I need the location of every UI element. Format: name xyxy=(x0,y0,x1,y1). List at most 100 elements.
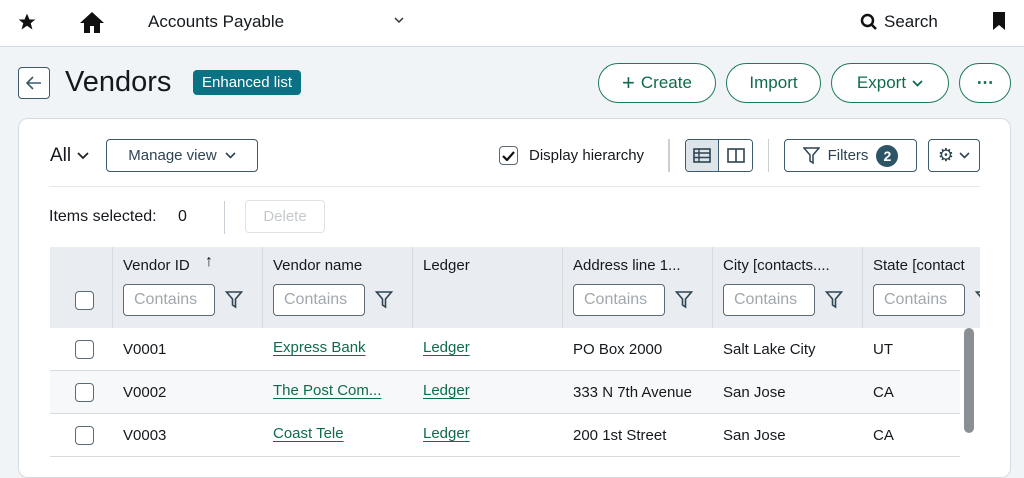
search-label: Search xyxy=(884,12,938,31)
page-title: Vendors xyxy=(65,66,172,98)
vendor-name-filter-input[interactable]: Contains xyxy=(273,284,365,316)
column-vendor-id[interactable]: Vendor ID ↑ Contains xyxy=(113,247,263,328)
vertical-scrollbar[interactable] xyxy=(964,328,974,433)
row-checkbox[interactable] xyxy=(75,426,94,445)
import-button[interactable]: Import xyxy=(726,63,821,103)
back-button[interactable] xyxy=(18,67,50,99)
ledger-link[interactable]: Ledger xyxy=(423,382,470,399)
more-icon: ⋯ xyxy=(976,73,994,92)
city: San Jose xyxy=(723,427,786,444)
column-label: City [contacts.... xyxy=(723,257,830,274)
state: UT xyxy=(873,341,893,358)
column-label: Vendor name xyxy=(273,257,363,274)
import-label: Import xyxy=(749,73,798,92)
column-address[interactable]: Address line 1... Contains xyxy=(563,247,713,328)
vendor-name-link[interactable]: Express Bank xyxy=(273,339,366,356)
ledger-link[interactable]: Ledger xyxy=(423,339,470,356)
filter-icon xyxy=(802,146,820,164)
display-hierarchy-checkbox[interactable] xyxy=(499,146,518,165)
vendor-id: V0003 xyxy=(123,427,167,444)
vendor-name-link[interactable]: Coast Tele xyxy=(273,425,344,442)
app-title[interactable]: Accounts Payable xyxy=(148,12,285,31)
table-row[interactable]: V0003 Coast Tele Ledger 200 1st Street S… xyxy=(50,414,960,457)
plus-icon: + xyxy=(622,70,635,95)
city: San Jose xyxy=(723,384,786,401)
create-button[interactable]: + Create xyxy=(598,63,716,103)
filters-label: Filters xyxy=(827,147,869,164)
favorite-star-icon[interactable] xyxy=(17,12,37,32)
delete-button[interactable]: Delete xyxy=(245,200,325,233)
state: CA xyxy=(873,427,894,444)
table-icon xyxy=(693,148,711,163)
display-hierarchy-label: Display hierarchy xyxy=(529,147,645,164)
grid-view-button[interactable] xyxy=(686,140,719,171)
chevron-down-icon xyxy=(959,152,970,159)
enhanced-list-badge: Enhanced list xyxy=(193,70,302,95)
table-row[interactable]: V0002 The Post Com... Ledger 333 N 7th A… xyxy=(50,371,960,414)
state-filter-input[interactable]: Contains xyxy=(873,284,965,316)
view-label: All xyxy=(50,145,72,166)
chevron-down-icon xyxy=(225,152,236,159)
filter-icon[interactable] xyxy=(675,291,693,309)
manage-view-button[interactable]: Manage view xyxy=(106,139,258,172)
more-options-button[interactable]: ⋯ xyxy=(959,63,1011,103)
checkmark-icon xyxy=(502,150,515,161)
address-filter-input[interactable]: Contains xyxy=(573,284,665,316)
top-bar: Accounts Payable Search xyxy=(0,0,1024,47)
city: Salt Lake City xyxy=(723,341,816,358)
divider xyxy=(668,139,670,172)
column-vendor-name[interactable]: Vendor name Contains xyxy=(263,247,413,328)
chevron-down-icon xyxy=(912,79,923,87)
column-label: Ledger xyxy=(423,257,470,274)
filters-count-badge: 2 xyxy=(876,144,899,167)
bookmark-icon[interactable] xyxy=(992,12,1006,30)
column-label: Vendor ID xyxy=(123,257,190,274)
column-label: State [contact xyxy=(873,257,965,274)
arrow-left-icon xyxy=(26,76,41,90)
vendor-id: V0001 xyxy=(123,341,167,358)
address: 333 N 7th Avenue xyxy=(573,384,692,401)
filter-icon[interactable] xyxy=(225,291,243,309)
select-all-cell xyxy=(50,247,113,328)
select-all-checkbox[interactable] xyxy=(75,291,94,310)
layout-toggle xyxy=(685,139,753,172)
ledger-link[interactable]: Ledger xyxy=(423,425,470,442)
search-button[interactable]: Search xyxy=(860,12,938,32)
split-view-button[interactable] xyxy=(719,140,752,171)
split-pane-icon xyxy=(726,148,745,163)
divider xyxy=(49,186,980,187)
column-ledger[interactable]: Ledger xyxy=(413,247,563,328)
column-city[interactable]: City [contacts.... Contains xyxy=(713,247,863,328)
filter-icon[interactable] xyxy=(975,291,980,309)
create-label: Create xyxy=(640,73,692,92)
manage-view-label: Manage view xyxy=(128,147,217,164)
table-row[interactable]: V0001 Express Bank Ledger PO Box 2000 Sa… xyxy=(50,328,960,371)
items-selected-count: 0 xyxy=(178,208,187,225)
home-icon[interactable] xyxy=(79,10,105,34)
vendor-name-link[interactable]: The Post Com... xyxy=(273,382,382,399)
view-selector[interactable]: All xyxy=(50,145,89,167)
divider xyxy=(224,201,225,234)
export-label: Export xyxy=(856,73,907,92)
column-label: Address line 1... xyxy=(573,257,681,274)
address: 200 1st Street xyxy=(573,427,667,444)
row-checkbox[interactable] xyxy=(75,340,94,359)
filter-icon[interactable] xyxy=(375,291,393,309)
chevron-down-icon xyxy=(77,152,89,160)
state: CA xyxy=(873,384,894,401)
row-checkbox[interactable] xyxy=(75,383,94,402)
settings-button[interactable]: ⚙ xyxy=(928,139,980,172)
chevron-down-icon[interactable] xyxy=(394,17,404,24)
address: PO Box 2000 xyxy=(573,341,663,358)
search-icon xyxy=(860,13,877,30)
table-header: Vendor ID ↑ Contains Vendor name Contains L… xyxy=(50,247,980,328)
vendor-id-filter-input[interactable]: Contains xyxy=(123,284,215,316)
export-button[interactable]: Export xyxy=(831,63,949,103)
items-selected-label: Items selected: xyxy=(49,208,157,225)
filters-button[interactable]: Filters 2 xyxy=(784,139,917,172)
city-filter-input[interactable]: Contains xyxy=(723,284,815,316)
gear-icon: ⚙ xyxy=(937,145,955,165)
sort-ascending-icon[interactable]: ↑ xyxy=(205,253,213,270)
column-state[interactable]: State [contact Contains xyxy=(863,247,980,328)
filter-icon[interactable] xyxy=(825,291,843,309)
